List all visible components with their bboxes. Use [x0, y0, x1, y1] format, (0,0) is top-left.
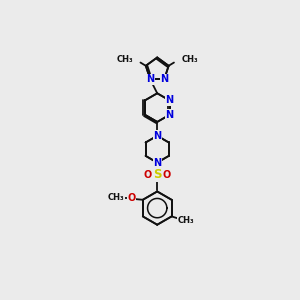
Text: O: O [127, 193, 135, 203]
Text: N: N [153, 158, 161, 168]
Text: N: N [153, 131, 161, 141]
Text: N: N [166, 95, 174, 105]
Text: CH₃: CH₃ [178, 216, 194, 225]
Text: N: N [146, 74, 154, 84]
Text: N: N [160, 74, 168, 84]
Text: N: N [166, 110, 174, 120]
Text: O: O [143, 169, 152, 180]
Text: CH₃: CH₃ [108, 194, 124, 202]
Text: CH₃: CH₃ [182, 55, 198, 64]
Text: CH₃: CH₃ [116, 55, 133, 64]
Text: O: O [163, 169, 171, 180]
Text: S: S [153, 168, 161, 181]
